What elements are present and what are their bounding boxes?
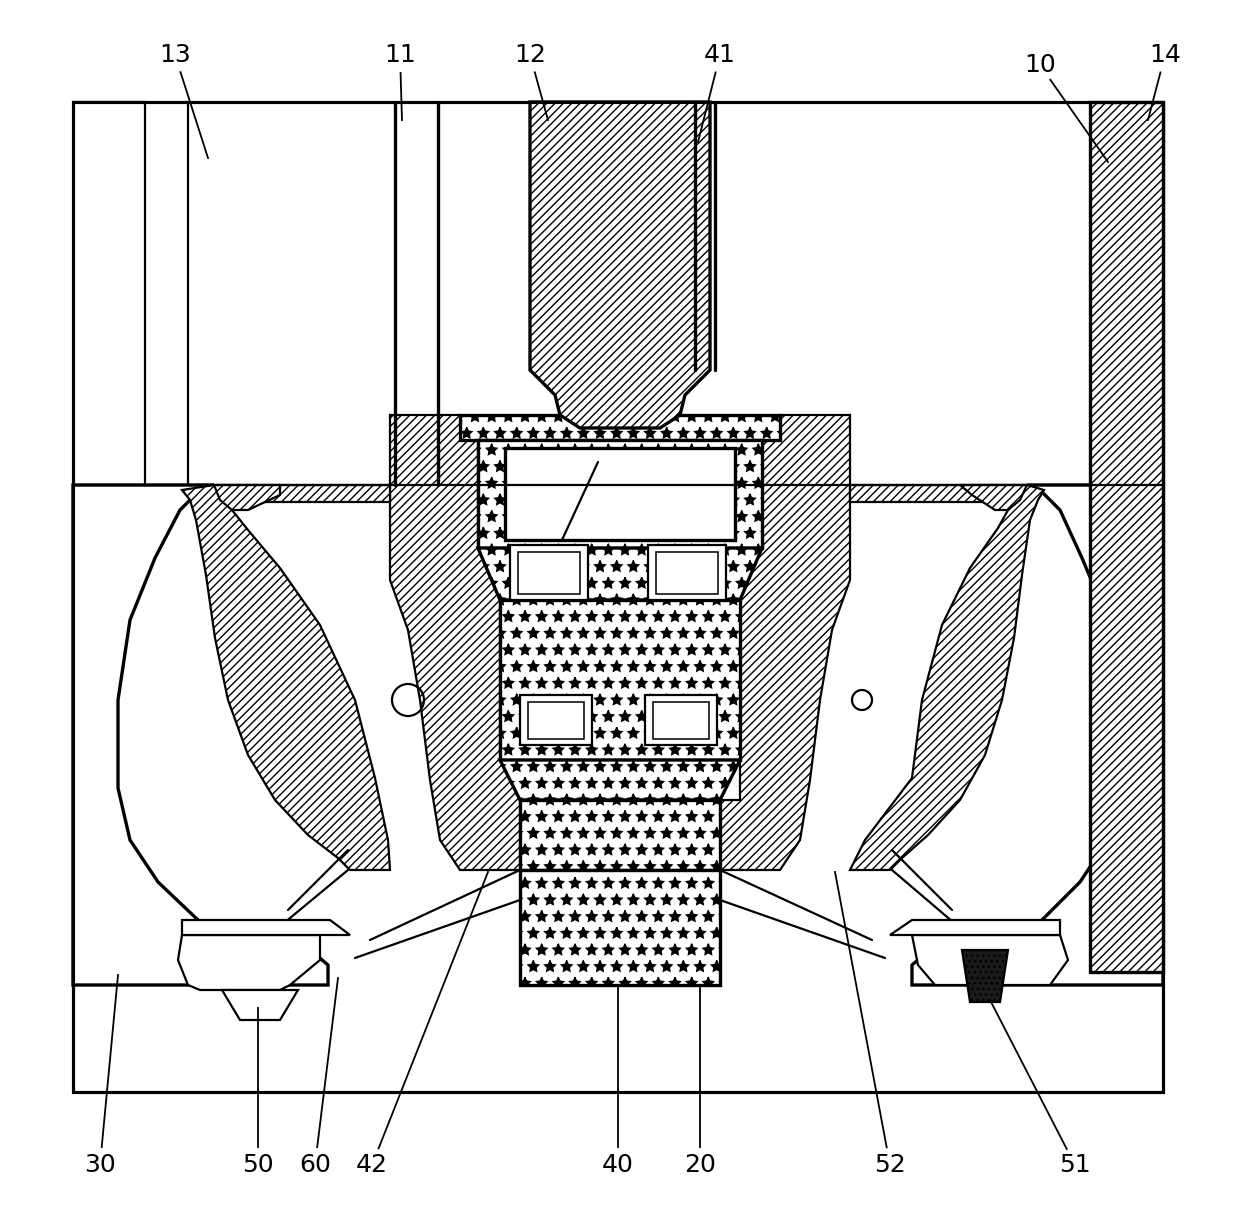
Polygon shape (182, 920, 350, 935)
Bar (510, 546, 588, 600)
Text: 42: 42 (356, 1152, 388, 1177)
Bar (505, 447, 735, 539)
Polygon shape (911, 485, 1163, 984)
Bar (518, 552, 580, 595)
Polygon shape (849, 485, 1027, 501)
Text: 30: 30 (84, 1152, 115, 1177)
Text: 51: 51 (1059, 1152, 1091, 1177)
Polygon shape (222, 991, 298, 1020)
Polygon shape (477, 440, 763, 548)
Polygon shape (477, 548, 763, 600)
Text: 11: 11 (384, 43, 415, 67)
Bar (73, 102, 1163, 1092)
Polygon shape (520, 801, 720, 870)
Polygon shape (215, 485, 391, 501)
Polygon shape (962, 950, 1008, 1002)
Polygon shape (849, 485, 1044, 870)
Polygon shape (500, 760, 740, 801)
Text: 60: 60 (299, 1152, 331, 1177)
Text: 14: 14 (1149, 43, 1180, 67)
Bar (1090, 102, 1163, 972)
Polygon shape (960, 485, 1027, 510)
Polygon shape (391, 414, 520, 870)
Bar (528, 702, 584, 739)
Bar (656, 552, 718, 595)
Text: 10: 10 (1024, 53, 1056, 77)
Text: 40: 40 (603, 1152, 634, 1177)
Text: 50: 50 (242, 1152, 274, 1177)
Bar (645, 695, 717, 745)
Bar (520, 695, 591, 745)
Text: 13: 13 (159, 43, 191, 67)
Text: 20: 20 (684, 1152, 715, 1177)
Polygon shape (890, 920, 1060, 935)
Text: 52: 52 (874, 1152, 906, 1177)
Bar (73, 102, 1163, 1092)
Polygon shape (215, 485, 280, 510)
Bar (649, 546, 725, 600)
Text: 12: 12 (515, 43, 546, 67)
Polygon shape (720, 414, 849, 870)
Polygon shape (73, 485, 329, 984)
Polygon shape (460, 414, 780, 440)
Polygon shape (182, 485, 391, 870)
Text: 41: 41 (704, 43, 735, 67)
Polygon shape (911, 935, 1068, 984)
Bar (73, 102, 1163, 1092)
Polygon shape (179, 935, 320, 991)
Polygon shape (500, 600, 740, 760)
Bar (653, 702, 709, 739)
Polygon shape (529, 102, 711, 428)
Polygon shape (520, 870, 720, 984)
